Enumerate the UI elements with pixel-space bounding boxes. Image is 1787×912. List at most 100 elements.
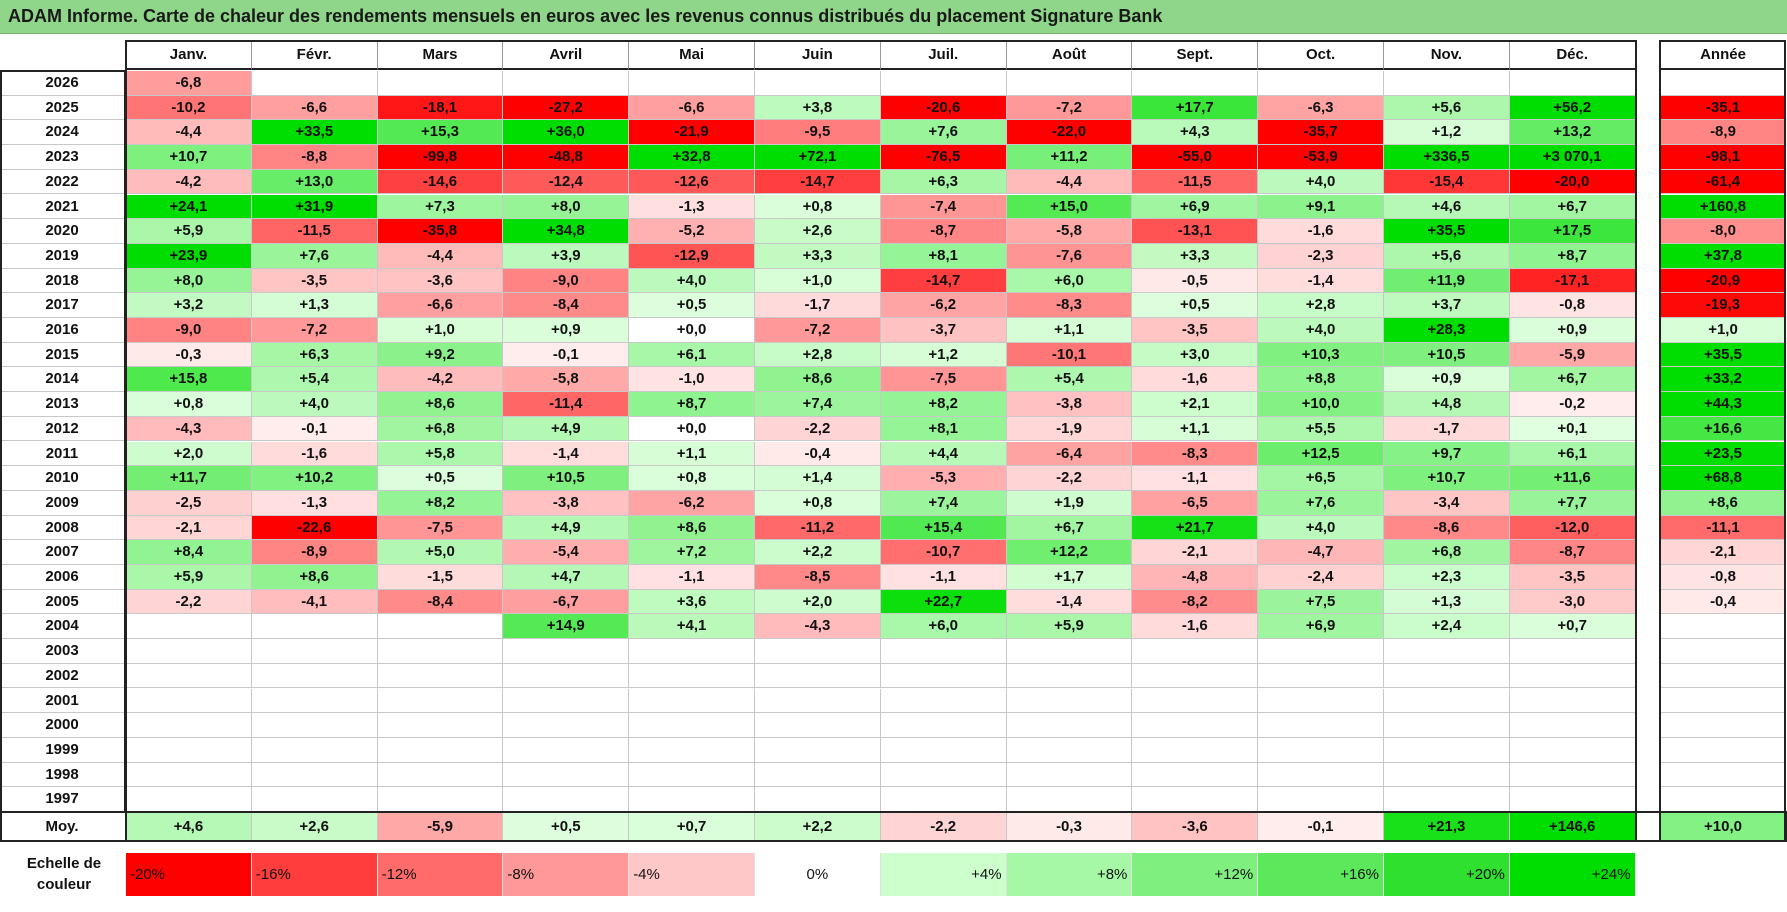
heatmap-cell: -1,4 (503, 441, 630, 467)
annual-cell: -8,9 (1660, 120, 1786, 146)
year-label: 2005 (0, 589, 124, 615)
heatmap-cell (1258, 71, 1384, 96)
heatmap-cell: +3,3 (755, 243, 881, 269)
heatmap-cell (1258, 639, 1384, 664)
heatmap-cell (1132, 713, 1259, 738)
year-label: 2016 (0, 318, 124, 343)
heatmap-cell (880, 713, 1007, 738)
heatmap-cell: +11,7 (126, 466, 252, 491)
color-scale-stop: -4% (629, 853, 755, 896)
heatmap-cell: -4,2 (377, 367, 504, 393)
heatmap-cell: +6,9 (1258, 614, 1384, 640)
heatmap-cell: +1,2 (880, 342, 1007, 368)
year-label: 2000 (0, 713, 124, 738)
year-label: 2017 (0, 293, 124, 318)
heatmap-cell: -7,5 (377, 515, 504, 541)
heatmap-cell (1258, 713, 1384, 738)
heatmap-cell: -5,9 (1509, 342, 1636, 368)
heatmap-cell: -6,8 (126, 71, 252, 96)
heatmap-cell: -1,3 (629, 194, 755, 220)
average-cell: -5,9 (377, 813, 504, 841)
heatmap-cell: +3 070,1 (1509, 145, 1636, 170)
heatmap-cell (251, 713, 378, 738)
heatmap-cell: -12,4 (503, 169, 630, 195)
year-label: 2012 (0, 416, 124, 442)
heatmap-cell: -6,3 (1258, 95, 1384, 121)
heatmap-cell: +14,9 (503, 614, 630, 640)
heatmap-cell: +3,8 (755, 95, 881, 121)
year-label: 1999 (0, 737, 124, 763)
heatmap-cell: +7,6 (251, 243, 378, 269)
heatmap-cell (1509, 787, 1636, 812)
heatmap-cell: -35,7 (1258, 120, 1384, 146)
year-label: 2020 (0, 219, 124, 244)
heatmap-cell: +3,6 (629, 589, 755, 615)
heatmap-cell: +11,9 (1384, 268, 1510, 294)
heatmap-cell (377, 688, 504, 714)
heatmap-cell: -7,2 (251, 318, 378, 343)
heatmap-cell (1258, 762, 1384, 788)
heatmap-cell: +8,6 (755, 367, 881, 393)
heatmap-cell: +5,9 (1006, 614, 1133, 640)
annual-cell: +23,5 (1660, 441, 1786, 467)
heatmap-cell: +5,6 (1384, 243, 1510, 269)
heatmap-cell: -35,8 (377, 219, 504, 244)
heatmap-cell: +11,2 (1006, 145, 1133, 170)
heatmap-cell: +0,9 (1509, 318, 1636, 343)
heatmap-cell: -1,9 (1006, 416, 1133, 442)
heatmap-cell: +0,5 (377, 466, 504, 491)
heatmap-cell (880, 737, 1007, 763)
heatmap-cell: -8,4 (377, 589, 504, 615)
heatmap-cell: -6,2 (880, 293, 1007, 318)
heatmap-cell (1258, 663, 1384, 689)
heatmap-cell (251, 762, 378, 788)
heatmap-cell: +12,2 (1006, 540, 1133, 565)
heatmap-cell: -4,4 (377, 243, 504, 269)
heatmap-cell: +0,9 (503, 318, 630, 343)
heatmap-cell: +15,4 (880, 515, 1007, 541)
heatmap-cell: +15,0 (1006, 194, 1133, 220)
heatmap-cell (126, 663, 252, 689)
heatmap-cell: -0,2 (1509, 392, 1636, 417)
heatmap-cell: +1,1 (1132, 416, 1259, 442)
color-scale-stop: -12% (377, 853, 504, 896)
heatmap-cell (629, 762, 755, 788)
heatmap-cell: -3,5 (1132, 318, 1259, 343)
average-cell: +4,6 (126, 813, 252, 841)
heatmap-cell: +0,5 (629, 293, 755, 318)
heatmap-cell (755, 762, 881, 788)
year-label: 2007 (0, 540, 124, 565)
heatmap-cell: -3,8 (503, 490, 630, 516)
heatmap-cell: -2,2 (126, 589, 252, 615)
heatmap-cell: +5,4 (1006, 367, 1133, 393)
heatmap-cell: +9,1 (1258, 194, 1384, 220)
heatmap-cell: +2,6 (755, 219, 881, 244)
heatmap-cell: +21,7 (1132, 515, 1259, 541)
heatmap-cell: -1,5 (377, 565, 504, 590)
heatmap-cell: -7,5 (880, 367, 1007, 393)
heatmap-cell: +35,5 (1384, 219, 1510, 244)
heatmap-cell (1006, 713, 1133, 738)
annual-cell: +33,2 (1660, 367, 1786, 393)
heatmap-cell: +17,5 (1509, 219, 1636, 244)
heatmap-cell: +6,3 (251, 342, 378, 368)
heatmap-cell: -6,5 (1132, 490, 1259, 516)
month-header-11: Nov. (1384, 40, 1510, 70)
heatmap-cell (251, 71, 378, 96)
year-label: 2006 (0, 565, 124, 590)
heatmap-cell: +0,9 (1384, 367, 1510, 393)
heatmap-cell: -6,4 (1006, 441, 1133, 467)
heatmap-cell (126, 737, 252, 763)
heatmap-cell (251, 639, 378, 664)
average-cell: +2,2 (755, 813, 881, 841)
heatmap-cell (1509, 737, 1636, 763)
heatmap-cell: +4,0 (1258, 169, 1384, 195)
annual-cell (1660, 71, 1786, 96)
heatmap-cell (251, 614, 378, 640)
heatmap-cell: +4,9 (503, 515, 630, 541)
heatmap-cell (755, 787, 881, 812)
year-label: 2015 (0, 342, 124, 368)
heatmap-cell (880, 663, 1007, 689)
heatmap-cell: +13,2 (1509, 120, 1636, 146)
annual-cell: -20,9 (1660, 268, 1786, 294)
